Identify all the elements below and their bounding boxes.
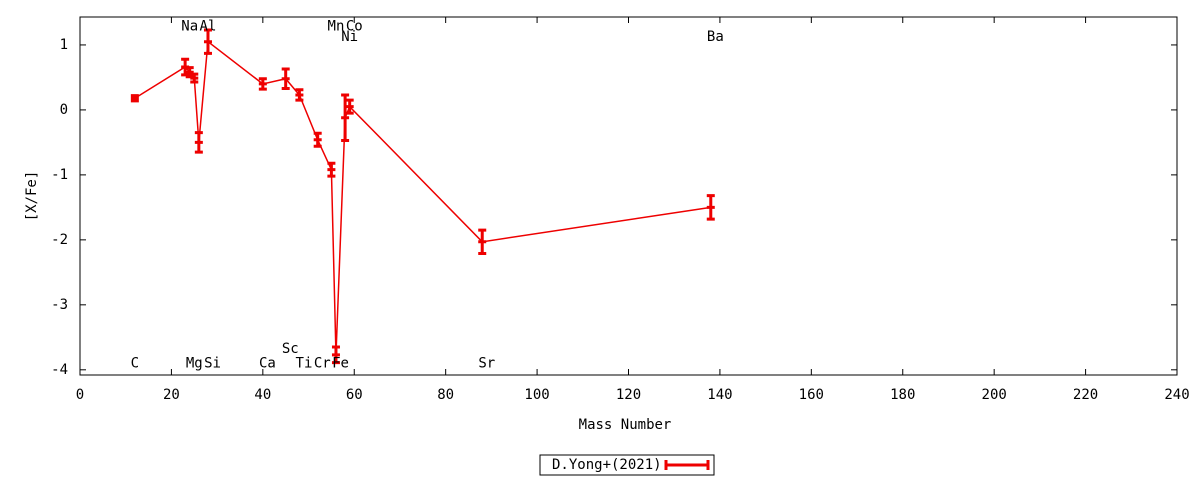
y-tick-label: -3 (51, 297, 68, 313)
annotation: Sr (478, 355, 495, 371)
legend-label: D.Yong+(2021) (552, 457, 662, 473)
x-tick-label: 20 (163, 387, 180, 403)
error-bar (331, 345, 340, 365)
error-bar (258, 77, 267, 91)
x-tick-label: 60 (346, 387, 363, 403)
annotation: Ti (296, 355, 313, 371)
error-bar (130, 94, 139, 103)
annotation: Ba (707, 29, 724, 45)
x-tick-label: 140 (707, 387, 732, 403)
error-bar (181, 57, 190, 77)
y-tick-label: 1 (60, 37, 68, 53)
annotation: Fe (332, 355, 349, 371)
annotation: Ca (259, 355, 276, 371)
y-tick-label: -1 (51, 167, 68, 183)
y-tick-label: -2 (51, 232, 68, 248)
annotation: Al (200, 19, 217, 35)
x-tick-label: 40 (254, 387, 271, 403)
error-bar (281, 67, 290, 90)
error-bar (295, 88, 304, 102)
error-bar (327, 161, 336, 178)
error-bar (190, 72, 199, 84)
error-bar (478, 228, 487, 256)
annotation: C (131, 355, 139, 371)
x-tick-label: 80 (437, 387, 454, 403)
x-tick-label: 120 (616, 387, 641, 403)
legend-swatch (664, 460, 710, 470)
x-tick-label: 160 (799, 387, 824, 403)
y-tick-label: 0 (60, 102, 68, 118)
x-tick-label: 0 (76, 387, 84, 403)
error-bar (313, 131, 322, 148)
x-axis-label: Mass Number (579, 417, 672, 433)
x-tick-label: 180 (890, 387, 915, 403)
annotation: Ni (341, 29, 358, 45)
error-bar (194, 131, 203, 154)
series-line (134, 40, 711, 355)
x-tick-label: 100 (524, 387, 549, 403)
error-bar (706, 194, 715, 221)
x-tick-label: 200 (982, 387, 1007, 403)
annotation: Cr (314, 355, 331, 371)
legend-box (539, 454, 715, 476)
annotation: Sc (282, 341, 299, 357)
y-axis-label: [X/Fe] (24, 171, 40, 222)
y-tick-label: -4 (51, 362, 68, 378)
error-bar (185, 66, 194, 79)
error-bar (341, 93, 350, 142)
error-bar (203, 28, 212, 55)
annotation: Co (346, 19, 363, 35)
annotation: Mg (186, 355, 203, 371)
x-tick-label: 220 (1073, 387, 1098, 403)
annotation: Si (204, 355, 221, 371)
annotation: Na (181, 19, 198, 35)
annotation: Mn (328, 19, 345, 35)
x-tick-label: 240 (1164, 387, 1189, 403)
error-bar (345, 98, 354, 115)
